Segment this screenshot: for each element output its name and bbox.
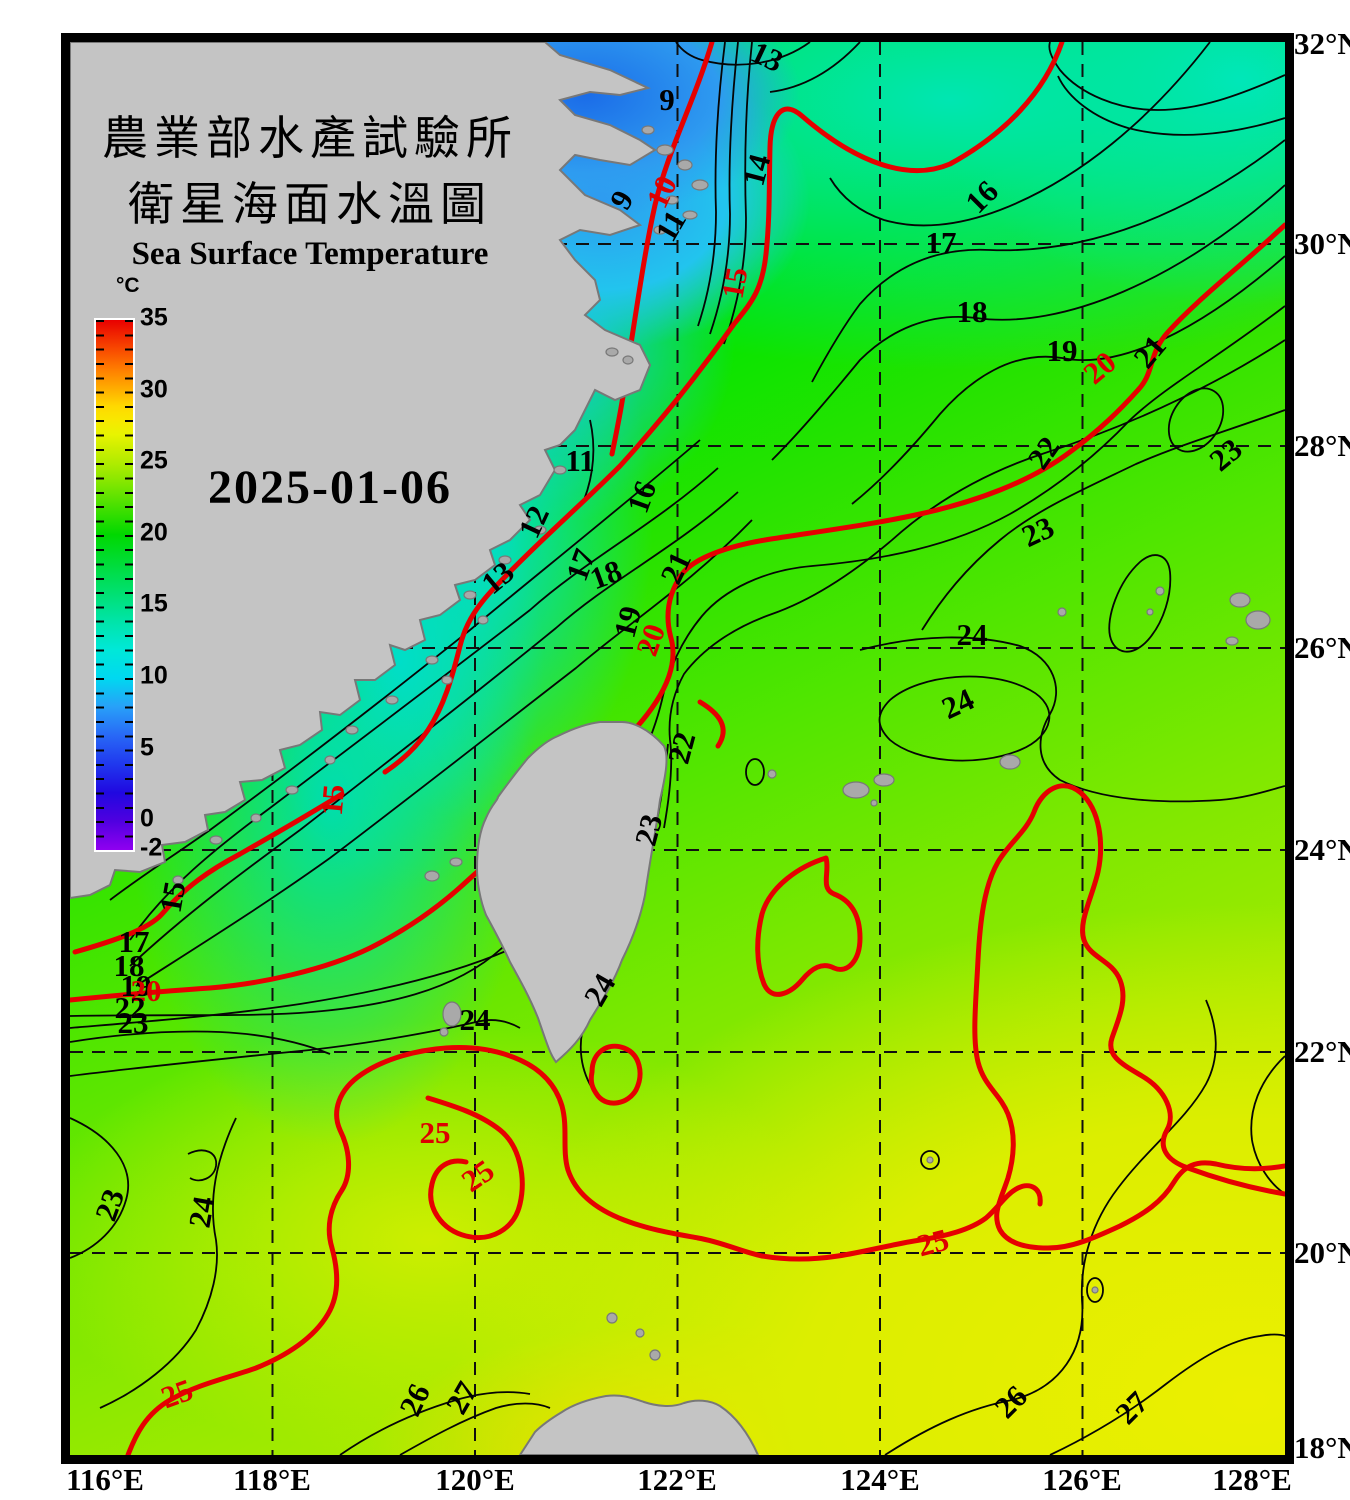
china-landmass: [70, 42, 657, 900]
landmasses: [70, 42, 1271, 1455]
colorbar: [94, 318, 135, 852]
colorbar-ticks-left: [96, 320, 104, 850]
lon-axis-label: 126°E: [1042, 1462, 1122, 1497]
lat-axis-label: 24°N: [1294, 832, 1350, 867]
colorbar-tick-label: 15: [140, 589, 168, 618]
lat-axis-label: 20°N: [1294, 1235, 1350, 1270]
colorbar-tick-label: 20: [140, 518, 168, 547]
babuyan-islands: [606, 1156, 1099, 1361]
lat-axis-label: 30°N: [1294, 226, 1350, 261]
lon-axis-label: 128°E: [1212, 1462, 1292, 1497]
ryukyu-islands: [767, 586, 1271, 807]
coastal-islets: [172, 125, 709, 885]
celsius-unit-label: °C: [116, 274, 140, 297]
luzon-island: [518, 1394, 760, 1455]
map-title-zh: 衛星海面水溫圖: [128, 177, 492, 231]
title-en: Sea Surface Temperature: [131, 236, 489, 272]
colorbar-tick-label: -2: [140, 833, 163, 862]
colorbar-tick-label: 30: [140, 375, 168, 404]
contours-red: [70, 42, 1285, 1455]
lat-axis-label: 18°N: [1294, 1430, 1350, 1465]
lon-axis-label: 118°E: [233, 1462, 311, 1497]
colorbar-tick-label: 35: [140, 303, 168, 332]
map-overlay: [70, 42, 1285, 1455]
colorbar-tick-label: 25: [140, 446, 168, 475]
lat-axis-label: 28°N: [1294, 428, 1350, 463]
lon-axis-label: 124°E: [840, 1462, 920, 1497]
org-title-zh: 農業部水產試驗所: [102, 111, 518, 165]
lon-axis-label: 116°E: [66, 1462, 144, 1497]
date-label: 2025-01-06: [208, 461, 452, 514]
penghu-islands: [439, 1001, 462, 1037]
taiwan-island: [475, 721, 668, 1064]
colorbar-tick-label: 10: [140, 661, 168, 690]
lat-axis-label: 26°N: [1294, 630, 1350, 665]
lat-axis-label: 22°N: [1294, 1034, 1350, 1069]
lat-axis-label: 32°N: [1294, 26, 1350, 61]
colorbar-tick-label: 5: [140, 733, 154, 762]
colorbar-tick-label: 0: [140, 804, 154, 833]
map-plot-area: 農業部水產試驗所 衛星海面水溫圖 Sea Surface Temperature…: [61, 33, 1294, 1464]
lon-axis-label: 122°E: [637, 1462, 717, 1497]
colorbar-ticks-right: [125, 320, 133, 850]
lon-axis-label: 120°E: [435, 1462, 515, 1497]
